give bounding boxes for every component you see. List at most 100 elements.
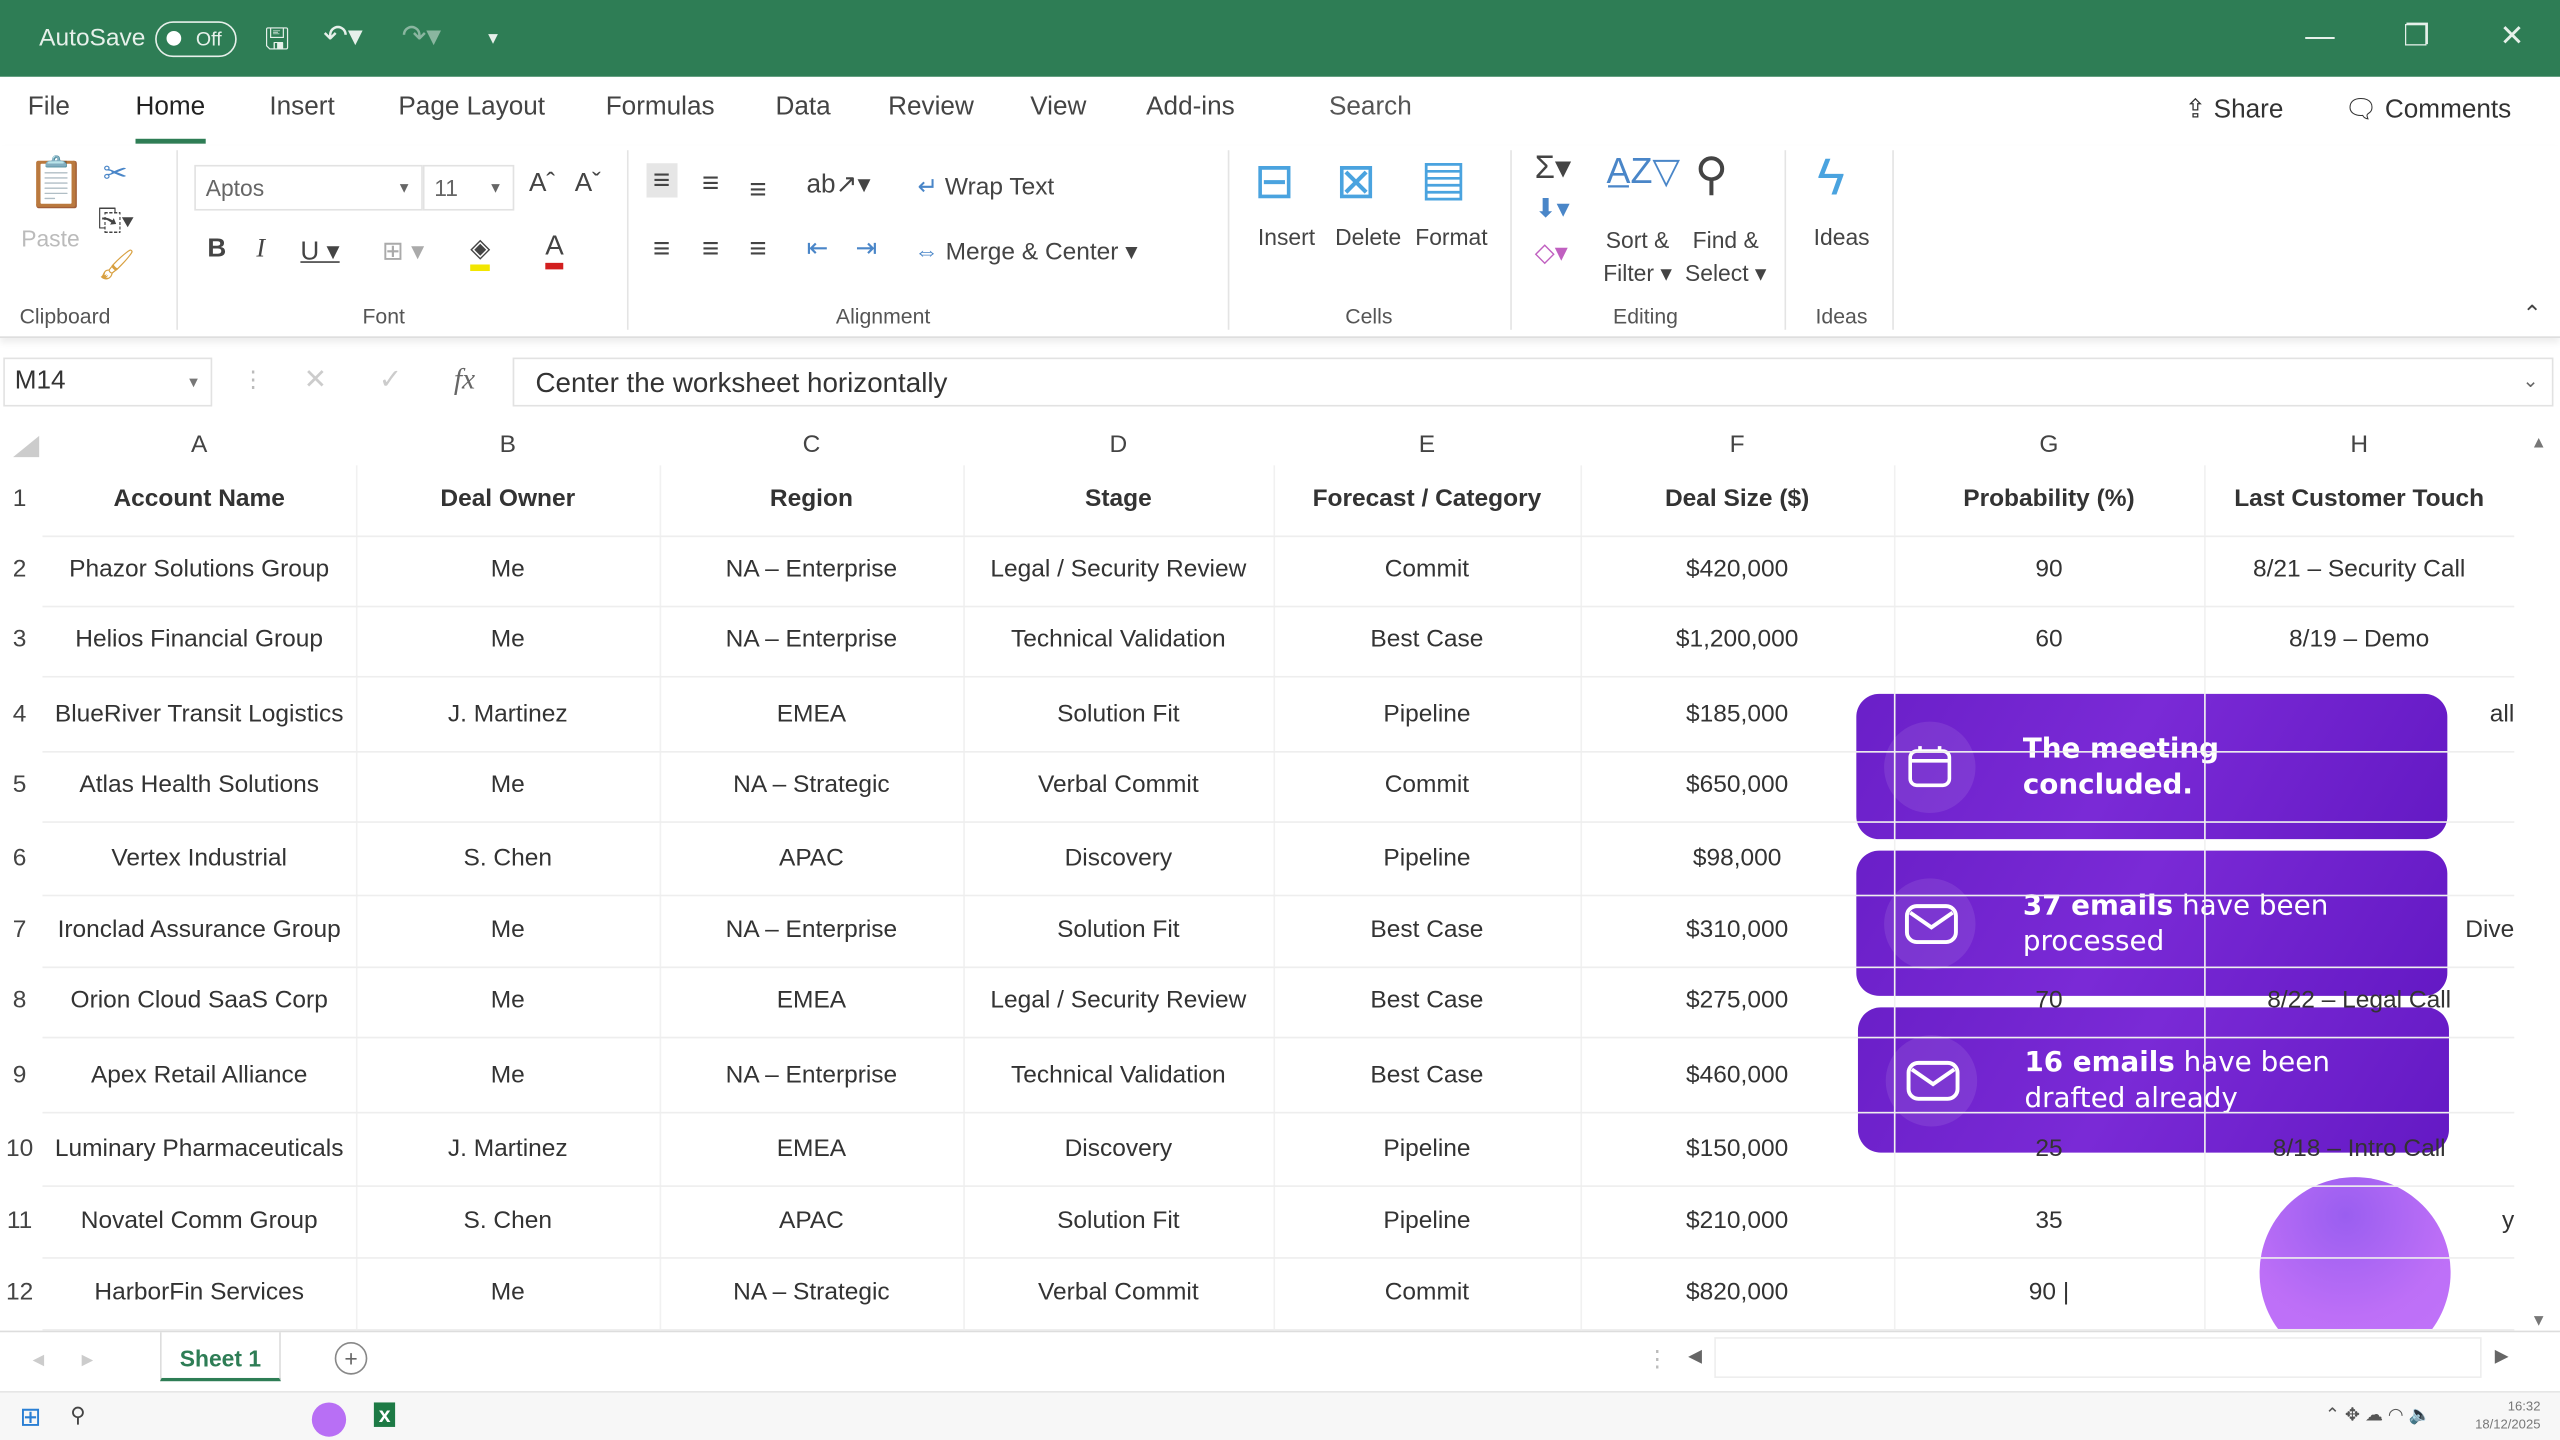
paste-label[interactable]: Paste <box>21 225 80 252</box>
formula-input[interactable]: Center the worksheet horizontally ⌄ <box>512 357 2554 407</box>
decrease-indent-icon[interactable]: ⇤ <box>806 235 829 263</box>
table-cell[interactable]: 25 <box>2035 1134 2063 1163</box>
table-cell[interactable]: NA – Enterprise <box>725 1061 898 1089</box>
windows-start-icon[interactable]: ⊞ <box>19 1404 42 1432</box>
table-cell[interactable]: Best Case <box>1370 986 1484 1014</box>
comments-button[interactable]: 🗨 Comments <box>2344 93 2511 126</box>
row-header[interactable]: 6 <box>12 844 27 872</box>
column-header-H[interactable]: H <box>2350 431 2369 459</box>
table-cell[interactable]: Verbal Commit <box>1038 1278 1199 1307</box>
table-cell[interactable]: 60 <box>2035 625 2063 654</box>
minimize-icon[interactable]: — <box>2305 19 2335 53</box>
table-cell[interactable]: EMEA <box>776 986 847 1014</box>
table-cell[interactable]: Me <box>490 770 525 799</box>
table-cell[interactable]: Technical Validation <box>1011 625 1226 654</box>
ideas-icon[interactable]: ϟ <box>1817 146 1845 206</box>
table-cell[interactable]: $420,000 <box>1686 555 1789 583</box>
middle-align-icon[interactable]: ≡ <box>702 166 720 200</box>
assistant-app-icon[interactable] <box>311 1402 347 1437</box>
table-cell[interactable]: Commit <box>1384 1278 1470 1307</box>
scroll-left-icon[interactable]: ◀ <box>1688 1346 1702 1367</box>
table-cell[interactable]: J. Martinez <box>447 1134 568 1163</box>
find-select-button[interactable]: Find & Select ▾ <box>1685 226 1767 286</box>
table-cell[interactable]: Dive <box>2465 915 2515 944</box>
row-header[interactable]: 4 <box>12 700 27 729</box>
cut-icon[interactable]: ✂ <box>102 156 128 190</box>
table-cell[interactable]: EMEA <box>776 1134 847 1163</box>
paste-icon[interactable]: 📋 <box>26 156 88 211</box>
notification-toast[interactable]: 37 emails have been processed <box>1856 850 2448 996</box>
enter-icon[interactable]: ✓ <box>378 364 403 396</box>
restore-icon[interactable]: ❐ <box>2403 19 2430 53</box>
undo-icon[interactable]: ↶▾ <box>323 19 363 53</box>
table-cell[interactable]: Luminary Pharmaceuticals <box>54 1134 344 1163</box>
format-painter-icon[interactable]: 🖌 <box>97 248 136 281</box>
table-cell[interactable]: S. Chen <box>463 1206 552 1235</box>
table-cell[interactable]: all <box>2489 700 2515 729</box>
table-cell[interactable]: Me <box>490 915 525 944</box>
close-icon[interactable]: ✕ <box>2499 19 2525 53</box>
table-cell[interactable]: Commit <box>1384 555 1470 583</box>
align-left-icon[interactable]: ≡ <box>653 231 671 265</box>
name-box[interactable]: M14 ▼ <box>3 357 213 407</box>
tab-add-ins[interactable]: Add-ins <box>1146 93 1235 121</box>
table-cell[interactable]: Pipeline <box>1383 700 1471 729</box>
table-cell[interactable]: 8/21 – Security Call <box>2252 555 2466 583</box>
column-title[interactable]: Account Name <box>113 484 285 513</box>
taskbar-search-icon[interactable]: ⚲ <box>70 1402 86 1427</box>
customize-toolbar-icon[interactable]: ▾ <box>488 26 499 49</box>
tab-file[interactable]: File <box>27 93 70 121</box>
table-cell[interactable]: Technical Validation <box>1011 1061 1226 1089</box>
scroll-down-icon[interactable]: ▼ <box>2530 1312 2547 1331</box>
table-cell[interactable]: $820,000 <box>1686 1278 1789 1307</box>
borders-icon[interactable]: ⊞ ▾ <box>382 238 425 267</box>
table-cell[interactable]: NA – Strategic <box>733 770 890 799</box>
table-cell[interactable]: NA – Enterprise <box>725 555 898 583</box>
column-title[interactable]: Deal Owner <box>440 484 576 513</box>
sort-filter-icon[interactable]: A̲Z▽ <box>1606 150 1681 192</box>
insert-button[interactable]: Insert <box>1257 223 1316 250</box>
search-box[interactable]: Search <box>1328 93 1412 121</box>
notification-toast[interactable]: The meeting concluded. <box>1856 693 2448 840</box>
table-cell[interactable]: Best Case <box>1370 1061 1484 1089</box>
table-cell[interactable]: Apex Retail Alliance <box>90 1061 308 1089</box>
notification-toast[interactable]: 16 emails have been drafted already <box>1857 1007 2449 1153</box>
insert-cells-icon[interactable]: ⊟ <box>1253 155 1295 209</box>
copy-icon[interactable]: ⎘▾ <box>97 204 134 237</box>
table-cell[interactable]: Discovery <box>1064 844 1173 872</box>
tab-review[interactable]: Review <box>888 93 974 121</box>
tab-home[interactable]: Home <box>135 93 206 144</box>
excel-app-icon[interactable]: x <box>373 1402 396 1427</box>
font-size-dropdown[interactable]: 11 ▼ <box>422 164 515 211</box>
font-name-dropdown[interactable]: Aptos ▼ <box>194 164 423 211</box>
table-cell[interactable]: Discovery <box>1064 1134 1173 1163</box>
table-cell[interactable]: APAC <box>778 1206 844 1235</box>
table-cell[interactable]: $1,200,000 <box>1675 625 1799 654</box>
add-sheet-button[interactable]: + <box>334 1342 368 1375</box>
table-cell[interactable]: 8/22 – Legal Call <box>2267 986 2452 1014</box>
tab-formulas[interactable]: Formulas <box>605 93 715 121</box>
table-cell[interactable]: BlueRiver Transit Logistics <box>54 700 344 729</box>
find-select-icon[interactable]: ⚲ <box>1694 148 1729 200</box>
column-header-F[interactable]: F <box>1729 431 1745 459</box>
table-cell[interactable]: Pipeline <box>1383 1206 1471 1235</box>
row-header[interactable]: 11 <box>6 1206 33 1235</box>
delete-cells-icon[interactable]: ⊠ <box>1335 155 1377 209</box>
clear-icon[interactable]: ◇▾ <box>1534 239 1568 268</box>
table-cell[interactable]: Best Case <box>1370 625 1484 654</box>
format-button[interactable]: Format <box>1415 223 1488 250</box>
table-cell[interactable]: Novatel Comm Group <box>80 1206 318 1235</box>
table-cell[interactable]: $460,000 <box>1686 1061 1789 1089</box>
align-center-icon[interactable]: ≡ <box>702 231 720 265</box>
underline-button[interactable]: U ▾ <box>300 238 340 267</box>
table-cell[interactable]: Legal / Security Review <box>990 986 1247 1014</box>
wrap-text-button[interactable]: ↵ Wrap Text <box>918 171 1055 201</box>
fill-color-icon[interactable]: ◈ <box>470 232 491 272</box>
autosave-toggle[interactable]: Off <box>155 21 237 58</box>
merge-center-button[interactable]: ⇔ Merge & Center ▾ <box>914 238 1138 267</box>
tab-page-layout[interactable]: Page Layout <box>398 93 546 121</box>
tab-view[interactable]: View <box>1030 93 1087 121</box>
table-cell[interactable]: Me <box>490 1061 525 1089</box>
table-cell[interactable]: Solution Fit <box>1057 915 1180 944</box>
table-cell[interactable]: $275,000 <box>1686 986 1789 1014</box>
